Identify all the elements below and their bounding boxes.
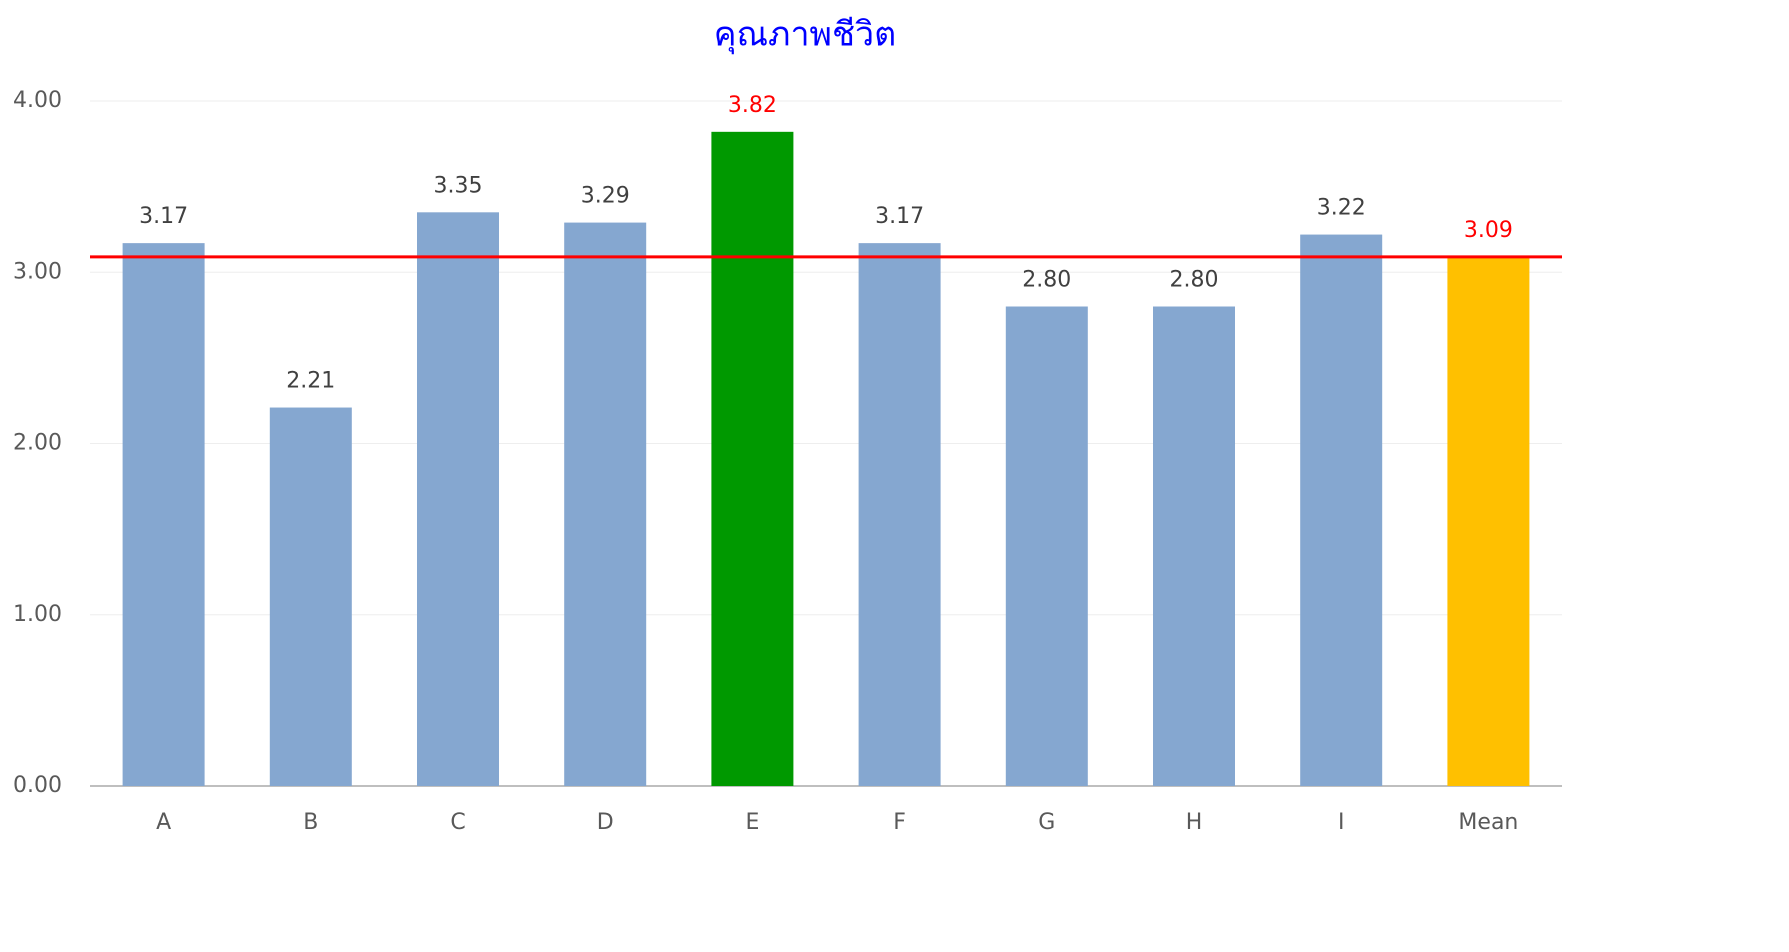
x-tick-label: C	[450, 810, 465, 835]
data-label: 3.82	[728, 93, 777, 118]
chart-title: คุณภาพชีวิต	[714, 15, 896, 55]
y-tick-label: 4.00	[13, 88, 62, 113]
data-label: 3.22	[1317, 196, 1366, 221]
data-label: 3.35	[434, 173, 483, 198]
data-label: 2.80	[1170, 268, 1219, 293]
bar	[1153, 306, 1235, 786]
bar	[1447, 256, 1530, 786]
bar	[711, 131, 794, 786]
bar	[858, 243, 941, 786]
data-label: 3.17	[875, 204, 924, 229]
x-tick-label: A	[156, 810, 171, 835]
bar	[122, 243, 205, 786]
bar	[417, 212, 499, 786]
data-label: 2.21	[286, 369, 335, 394]
data-label: 3.17	[139, 204, 188, 229]
data-label: 3.29	[581, 184, 630, 209]
x-tick-label: Mean	[1458, 810, 1518, 835]
y-tick-label: 0.00	[13, 773, 62, 798]
x-tick-label: I	[1338, 810, 1345, 835]
bar	[1005, 306, 1088, 786]
x-tick-label: H	[1186, 810, 1203, 835]
bar	[564, 222, 647, 786]
x-tick-label: G	[1038, 810, 1055, 835]
y-tick-label: 2.00	[13, 431, 62, 456]
x-tick-label: E	[745, 810, 759, 835]
data-label: 2.80	[1022, 268, 1071, 293]
x-tick-label: D	[597, 810, 614, 835]
bar	[1300, 234, 1383, 786]
y-tick-label: 1.00	[13, 602, 62, 627]
x-tick-label: F	[893, 810, 906, 835]
y-tick-label: 3.00	[13, 259, 62, 284]
bar	[269, 407, 352, 786]
x-tick-label: B	[303, 810, 318, 835]
data-label: 3.09	[1464, 218, 1513, 243]
